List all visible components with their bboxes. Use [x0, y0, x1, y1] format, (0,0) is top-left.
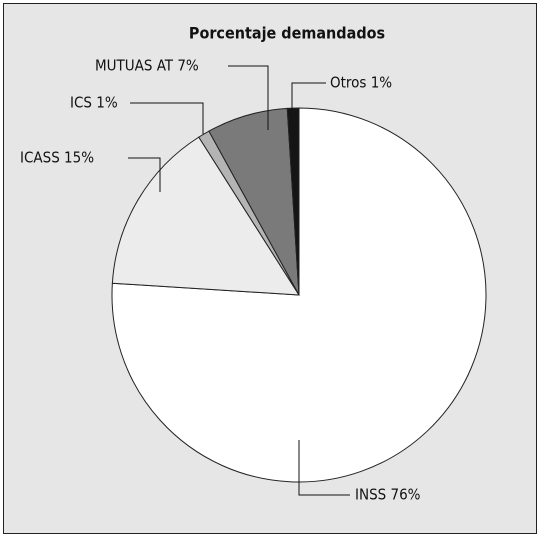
slice-label: MUTUAS AT 7% — [95, 57, 199, 75]
slice-label: Otros 1% — [330, 74, 392, 92]
pie-slice — [286, 107, 300, 296]
chart-title: Porcentaje demandados — [189, 24, 385, 43]
leader-line — [130, 102, 204, 134]
leader-line — [291, 82, 326, 110]
leader-line — [298, 440, 350, 496]
slice-label: ICASS 15% — [20, 149, 94, 167]
leader-line — [228, 65, 269, 130]
slice-label: INSS 76% — [355, 486, 421, 504]
pie-slice — [111, 136, 300, 296]
leader-line — [128, 157, 161, 192]
slice-label: ICS 1% — [70, 94, 118, 112]
